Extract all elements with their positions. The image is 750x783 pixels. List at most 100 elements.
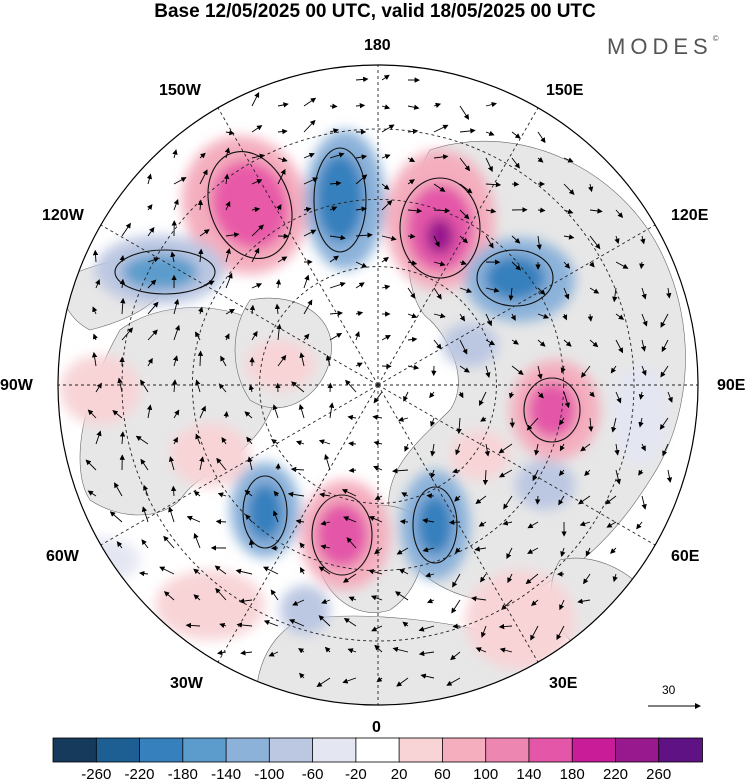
wind-vector — [640, 339, 647, 352]
wind-vector — [277, 168, 286, 185]
wind-vector — [172, 355, 179, 367]
wind-vector — [329, 128, 339, 134]
wind-vector — [374, 547, 383, 555]
colorbar-tick-label: -220 — [124, 766, 155, 783]
wind-vector — [659, 417, 669, 430]
wind-vector — [147, 257, 160, 263]
wind-vector — [139, 570, 149, 577]
wind-vector — [251, 91, 260, 107]
wind-vector — [396, 547, 409, 555]
wind-vector — [141, 539, 149, 549]
wind-vector — [430, 417, 436, 427]
wind-vector — [499, 469, 513, 478]
wind-vector — [459, 235, 468, 244]
wind-vector — [170, 485, 177, 497]
wind-vector — [199, 405, 206, 419]
wind-vector — [224, 173, 230, 185]
contours — [114, 147, 581, 576]
wind-vector — [117, 377, 123, 393]
lon-label-60e: 60E — [671, 548, 700, 565]
wind-vector — [530, 625, 539, 641]
wind-vector — [381, 104, 391, 110]
wind-vector — [498, 623, 513, 630]
wind-vector — [534, 443, 540, 456]
wind-vector — [563, 339, 572, 347]
wind-vector — [399, 519, 409, 525]
wind-vector — [146, 173, 153, 185]
wind-vector — [640, 235, 646, 245]
wind-vector — [563, 208, 574, 214]
wind-vector — [268, 651, 279, 657]
wind-vector — [537, 313, 550, 319]
wind-vector — [220, 355, 227, 367]
wind-vector — [198, 248, 204, 263]
wind-vector — [147, 279, 157, 289]
wind-vector — [214, 565, 227, 575]
wind-vector — [325, 354, 332, 367]
wind-vector — [452, 573, 461, 588]
wind-vector — [381, 235, 397, 241]
wind-vector — [485, 235, 494, 249]
wind-vector — [328, 402, 335, 419]
wind-vector — [459, 183, 473, 194]
wind-vector — [251, 153, 266, 159]
wind-vector — [563, 261, 571, 269]
wind-vector — [85, 459, 97, 471]
wind-vector — [584, 469, 591, 477]
wind-vector — [275, 279, 282, 289]
wind-vector — [263, 620, 279, 627]
wind-vector — [147, 329, 158, 341]
colorbar-swatch — [312, 737, 357, 763]
wind-vector — [225, 272, 233, 289]
lon-label-150e: 150E — [546, 82, 584, 99]
wind-vector — [480, 416, 487, 422]
wind-vector — [147, 301, 159, 315]
wind-vector — [433, 102, 442, 108]
wind-vector — [459, 287, 473, 294]
wind-vector — [404, 443, 410, 452]
wind-vector — [303, 229, 317, 237]
wind-vector — [407, 260, 418, 266]
wind-vector — [355, 232, 373, 238]
wind-vector — [95, 430, 102, 445]
wind-vector — [433, 287, 442, 300]
wind-vector — [615, 469, 621, 485]
wind-vector — [163, 591, 175, 601]
wind-vector — [277, 128, 288, 135]
wind-vector — [303, 333, 310, 341]
wind-vector — [343, 618, 357, 627]
wind-vector — [381, 199, 393, 211]
wind-vector — [638, 391, 645, 400]
map-boundary — [57, 64, 699, 706]
colorbar-swatch — [615, 737, 660, 763]
wind-vector — [374, 644, 383, 653]
colorbar-tick-label: -260 — [81, 766, 112, 783]
wind-vector — [537, 157, 544, 163]
wind-vector — [225, 248, 231, 263]
colorbar — [52, 737, 703, 763]
wind-vector — [355, 261, 368, 268]
wind-vector — [588, 417, 594, 432]
wind-vector — [199, 280, 215, 289]
wind-vector — [251, 224, 264, 237]
wind-vector — [320, 520, 331, 526]
wind-vector — [140, 458, 149, 471]
wind-vector — [484, 443, 490, 457]
wind-vector — [454, 495, 461, 502]
wind-vector — [531, 599, 539, 606]
wind-vector — [407, 336, 418, 343]
wind-vector — [171, 379, 178, 393]
wind-vector — [451, 599, 461, 614]
wind-vector — [251, 125, 263, 133]
wind-vector — [172, 436, 178, 445]
wind-vector — [638, 469, 644, 476]
wind-vector — [368, 569, 383, 575]
lon-label-60w: 60W — [46, 548, 79, 565]
wind-vector — [563, 183, 575, 195]
wind-vector — [329, 255, 340, 263]
wind-vector — [116, 541, 123, 549]
wind-vector — [277, 256, 288, 263]
wind-vector — [433, 313, 446, 319]
wind-vector — [172, 149, 178, 159]
